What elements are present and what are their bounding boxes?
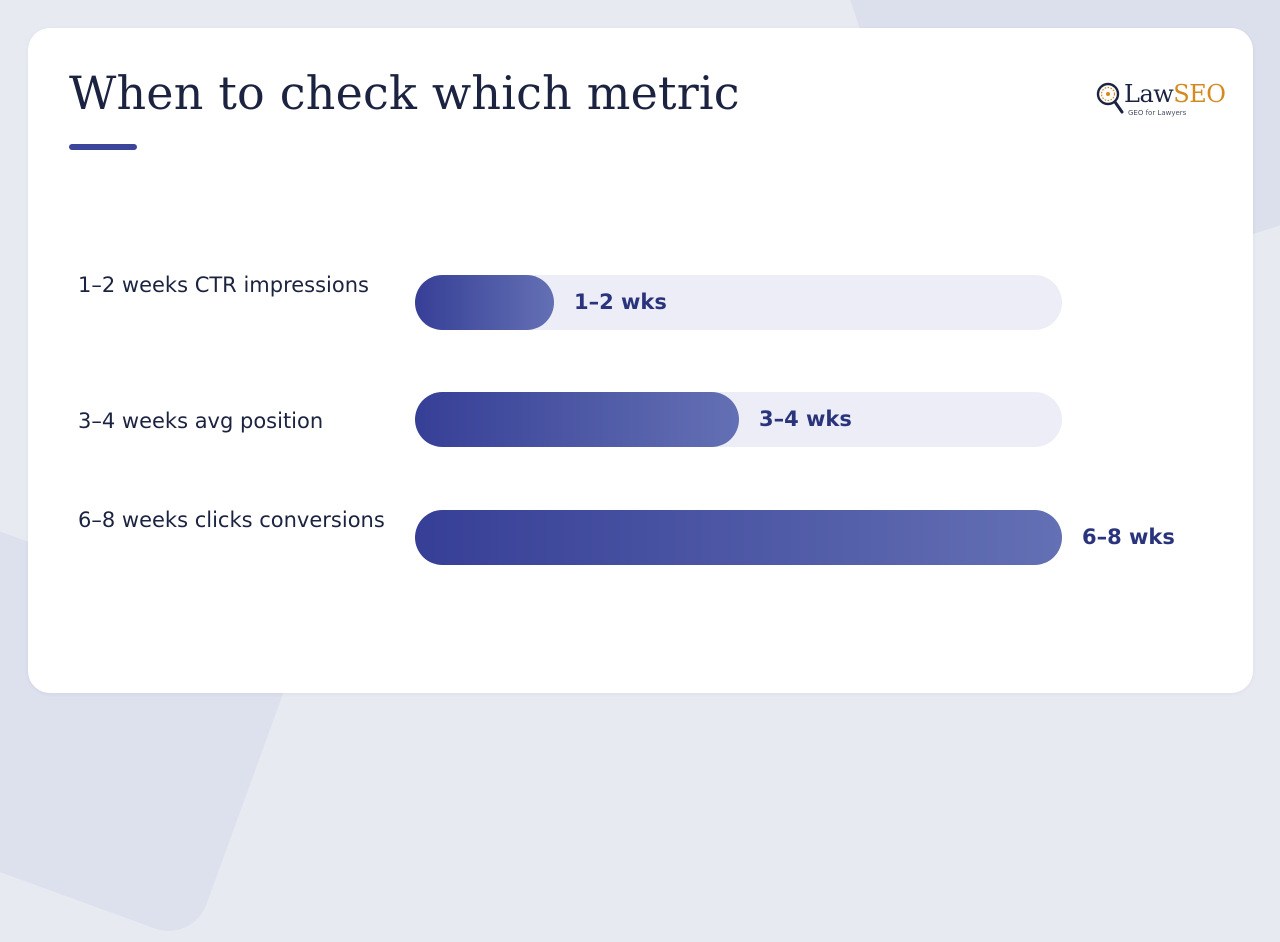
bar-category-label: 3–4 weeks avg position: [78, 409, 324, 433]
title-underline: [69, 144, 137, 150]
bar-track: 3–4 wks: [415, 392, 1062, 447]
bar: [415, 275, 554, 330]
bar-track: 6–8 wks: [415, 510, 1175, 565]
bar: [415, 392, 739, 447]
bar: [415, 510, 1062, 565]
bar-track: 1–2 wks: [415, 275, 1062, 330]
logo-word-seo: SEO: [1173, 80, 1226, 108]
slide-title: When to check which metric: [69, 66, 740, 120]
slide-card: When to check which metric LawSEO GEO fo…: [28, 28, 1253, 693]
bar-value-label: 3–4 wks: [759, 407, 852, 431]
logo-tagline: GEO for Lawyers: [1128, 109, 1187, 117]
logo-wordmark: LawSEO: [1124, 78, 1226, 110]
lawseo-logo: LawSEO GEO for Lawyers: [1096, 78, 1226, 128]
bar-value-label: 1–2 wks: [574, 290, 667, 314]
logo-word-law: Law: [1124, 80, 1174, 108]
bar-category-label: 1–2 weeks CTR impressions: [78, 273, 369, 297]
bar-category-label: 6–8 weeks clicks conversions: [78, 508, 385, 532]
magnifier-icon: [1096, 82, 1124, 114]
bar-value-label: 6–8 wks: [1082, 525, 1175, 549]
